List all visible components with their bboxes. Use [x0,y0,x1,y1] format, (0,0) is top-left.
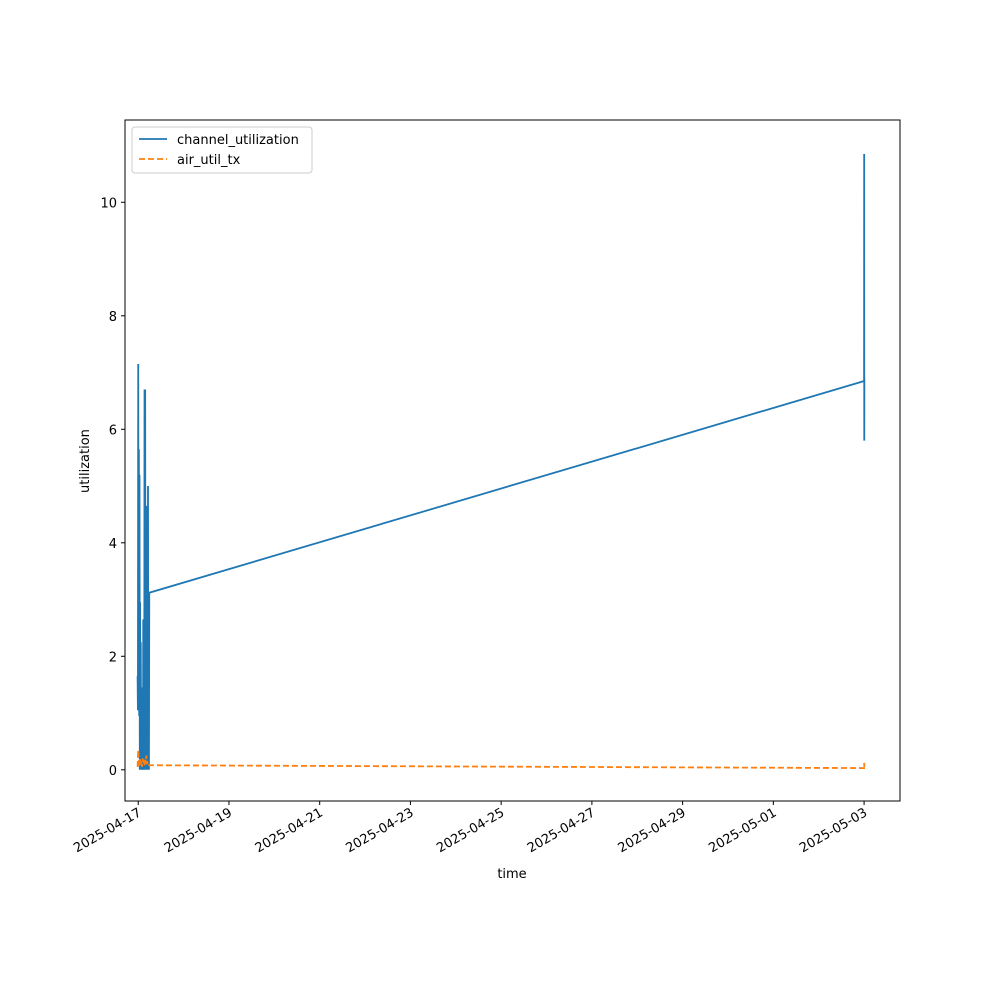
y-tick-label: 0 [109,764,117,779]
series-line-air-util-tx [136,749,866,769]
plot-lines [136,154,866,770]
series-line-channel-utilization [136,154,866,770]
legend-label-air-util-tx: air_util_tx [177,153,241,168]
legend: channel_utilization air_util_tx [131,126,313,174]
x-axis-label: time [497,867,526,882]
y-tick-label: 10 [100,196,117,211]
y-tick-label: 6 [109,423,117,438]
y-tick-label: 8 [109,310,117,325]
y-tick-label: 2 [109,650,117,665]
legend-box [131,126,313,174]
y-tick-label: 4 [109,537,117,552]
legend-label-channel-utilization: channel_utilization [177,133,299,148]
y-axis-label: utilization [78,429,93,493]
y-axis: 0 2 4 6 8 10 [100,196,125,779]
plot-frame [124,119,901,802]
